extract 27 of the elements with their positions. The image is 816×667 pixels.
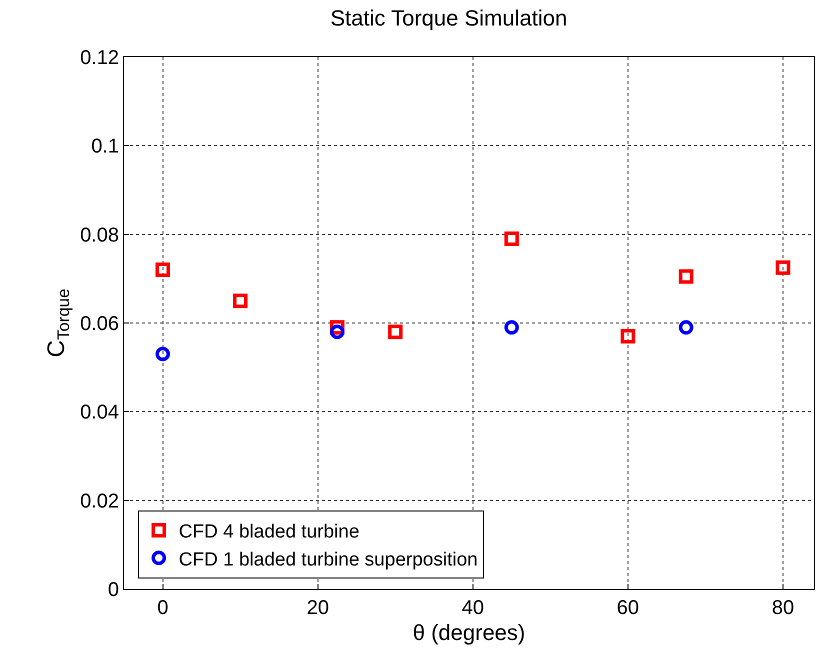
x-tick-label: 60: [616, 597, 640, 619]
x-axis-title: θ (degrees): [412, 620, 526, 645]
x-tick-label: 80: [772, 597, 794, 619]
y-tick-label: 0.02: [80, 490, 119, 512]
point: [233, 294, 248, 308]
legend-label: CFD 1 bladed turbine superposition: [178, 549, 478, 570]
y-tick-label: 0.12: [80, 47, 119, 69]
point: [156, 346, 170, 362]
point: [776, 260, 790, 275]
point: [678, 320, 694, 335]
point: [330, 324, 344, 340]
legend-label: CFD 4 bladed turbine: [178, 522, 360, 543]
point: [388, 324, 403, 340]
point: [620, 329, 636, 344]
y-tick-label: 0.1: [91, 136, 119, 158]
y-tick-label: 0: [108, 579, 119, 601]
chart-title: Static Torque Simulation: [330, 5, 568, 30]
point: [156, 262, 170, 278]
y-tick-label: 0.04: [80, 402, 119, 424]
y-tick-label: 0.08: [80, 224, 119, 246]
point: [504, 232, 519, 246]
point: [678, 269, 694, 284]
x-tick-label: 40: [462, 597, 484, 619]
point: [504, 320, 519, 335]
y-tick-label: 0.06: [80, 313, 119, 335]
x-tick-label: 20: [306, 597, 329, 619]
x-tick-label: 0: [157, 597, 168, 619]
